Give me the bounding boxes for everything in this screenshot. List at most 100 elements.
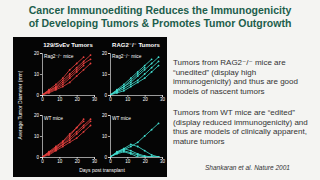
marker bbox=[76, 63, 78, 65]
marker bbox=[144, 67, 146, 69]
marker bbox=[130, 84, 132, 86]
marker bbox=[83, 56, 85, 58]
tick: 10 bbox=[57, 95, 63, 102]
marker bbox=[62, 144, 64, 146]
marker bbox=[69, 82, 71, 84]
series-line bbox=[110, 151, 159, 157]
tick: 20 bbox=[75, 157, 81, 164]
tick-mark bbox=[108, 53, 110, 54]
marker bbox=[137, 79, 139, 81]
marker bbox=[137, 82, 139, 84]
tick: 10 bbox=[34, 72, 42, 77]
series-line bbox=[42, 119, 84, 157]
citation: Shankaran et al. Nature 2001 bbox=[205, 164, 290, 171]
marker bbox=[76, 75, 78, 77]
marker bbox=[151, 156, 153, 157]
axis-line bbox=[40, 116, 43, 158]
marker bbox=[130, 150, 132, 152]
tick-label: 0 bbox=[41, 159, 44, 164]
marker bbox=[55, 89, 57, 91]
marker bbox=[90, 58, 92, 60]
marker bbox=[123, 88, 125, 90]
marker bbox=[48, 92, 50, 94]
marker bbox=[130, 77, 132, 79]
marker bbox=[144, 65, 146, 67]
marker bbox=[42, 94, 43, 95]
tick-label: 10 bbox=[34, 134, 40, 139]
marker bbox=[62, 79, 64, 81]
marker bbox=[158, 61, 160, 63]
marker bbox=[144, 69, 146, 71]
tick: 10 bbox=[57, 157, 63, 164]
marker bbox=[151, 71, 153, 73]
marker bbox=[62, 146, 64, 148]
marker bbox=[144, 73, 146, 75]
x-axis: 0102030 bbox=[109, 157, 165, 164]
marker bbox=[116, 90, 118, 92]
marker bbox=[62, 86, 64, 88]
y-axis-title: Average Tumor Diameter (mm) bbox=[17, 70, 23, 139]
marker bbox=[83, 63, 85, 65]
marker bbox=[137, 75, 139, 77]
marker bbox=[76, 137, 78, 139]
series-line bbox=[110, 149, 159, 157]
marker bbox=[158, 156, 160, 157]
series-line bbox=[110, 123, 159, 157]
marker bbox=[48, 154, 50, 156]
tick-mark bbox=[40, 136, 42, 137]
column-title: 129/SvEv Tumors bbox=[43, 42, 93, 48]
marker bbox=[90, 118, 92, 120]
tick-mark bbox=[40, 115, 42, 116]
tick: 0 bbox=[104, 93, 110, 98]
chart: 010203001020WT mice bbox=[34, 113, 98, 164]
marker bbox=[151, 129, 153, 131]
axis-line bbox=[108, 54, 111, 96]
tick-label: 30 bbox=[92, 159, 98, 164]
tick-label: 20 bbox=[143, 97, 149, 102]
marker bbox=[158, 156, 160, 157]
marker bbox=[116, 152, 118, 154]
marker bbox=[62, 82, 64, 84]
tick: 30 bbox=[160, 157, 166, 164]
series-line bbox=[42, 119, 91, 157]
figure-panel bbox=[13, 37, 167, 177]
tick: 10 bbox=[34, 134, 42, 139]
tick: 0 bbox=[104, 155, 110, 160]
marker bbox=[90, 120, 92, 122]
tick-label: 0 bbox=[109, 97, 112, 102]
marker bbox=[144, 156, 146, 157]
marker bbox=[48, 90, 50, 92]
tick: 10 bbox=[125, 157, 131, 164]
marker bbox=[123, 86, 125, 88]
marker bbox=[83, 127, 85, 129]
marker bbox=[137, 71, 139, 73]
tick: 10 bbox=[102, 72, 110, 77]
marker bbox=[62, 77, 64, 79]
axis-line bbox=[111, 96, 163, 98]
marker bbox=[83, 125, 85, 127]
axis-line bbox=[108, 116, 111, 158]
tick: 20 bbox=[75, 95, 81, 102]
plot-area bbox=[42, 54, 91, 95]
y-axis: 01020 bbox=[34, 113, 43, 160]
marker bbox=[123, 84, 125, 86]
marker bbox=[123, 151, 125, 153]
marker bbox=[42, 156, 43, 157]
series-line bbox=[42, 57, 84, 95]
tick-label: 0 bbox=[36, 93, 39, 98]
marker bbox=[130, 82, 132, 84]
marker bbox=[55, 150, 57, 152]
marker bbox=[76, 131, 78, 133]
marker bbox=[69, 137, 71, 139]
marker bbox=[76, 127, 78, 129]
marker bbox=[123, 148, 125, 150]
series-line bbox=[110, 68, 145, 95]
y-axis: 01020 bbox=[102, 51, 111, 98]
marker bbox=[144, 135, 146, 137]
tick-label: 0 bbox=[104, 93, 107, 98]
chart: 010203001020Rag2⁻/⁻ mice bbox=[102, 51, 166, 102]
marker bbox=[69, 141, 71, 143]
series-line bbox=[42, 59, 91, 95]
tick-label: 30 bbox=[92, 97, 98, 102]
marker bbox=[158, 156, 160, 157]
